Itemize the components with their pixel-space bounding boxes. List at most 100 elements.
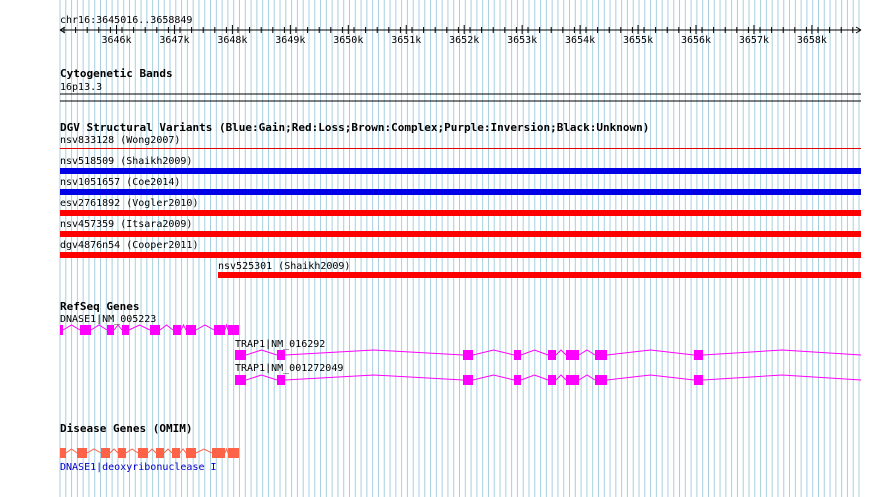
omim-exon [172,448,180,458]
dgv-variant-bar[interactable] [60,189,861,195]
dgv-variant-bar[interactable] [60,148,861,149]
trap1-nm001272049-intron [702,374,862,381]
omim-intron [125,448,139,454]
omim-exon [60,448,66,458]
omim-intron [179,448,187,454]
ruler-tick-label: 3652k [449,35,480,46]
dnase1-intron [113,324,123,331]
ruler-tick-label: 3653k [507,35,538,46]
dgv-variant-bar[interactable] [60,252,861,258]
dgv-variant-label[interactable]: nsv525301 (Shaikh2009) [218,261,351,272]
refseq-gene-label[interactable]: TRAP1|NM_016292 [235,339,326,350]
omim-intron [109,448,119,454]
ruler-tick-label: 3648k [217,35,248,46]
trap1-nm016292-intron [702,349,862,356]
refseq-gene-label[interactable]: DNASE1|NM_005223 [60,314,157,325]
trap1-nm016292-intron [578,349,596,356]
trap1-nm016292-exon [694,350,703,360]
trap1-nm001272049-exon [694,375,703,385]
trap1-nm001272049-intron [520,374,549,381]
omim-exon [186,448,196,458]
dnase1-exon [107,325,114,335]
trap1-nm016292-intron [606,349,695,356]
dgv-variant-label[interactable]: esv2761892 (Vogler2010) [60,198,199,209]
trap1-nm016292-exon [463,350,473,360]
dnase1-exon [122,325,129,335]
ruler-tick-label: 3656k [680,35,712,46]
trap1-nm001272049-intron [245,374,278,381]
trap1-nm016292-exon [566,350,579,360]
trap1-nm001272049-intron [555,374,567,381]
trap1-nm001272049-exon [548,375,556,385]
dnase1-intron [180,323,187,331]
dnase1-exon [228,325,239,335]
dgv-variant-label[interactable]: nsv457359 (Itsara2009) [60,219,193,230]
dgv-variant-label[interactable]: nsv833128 (Wong2007) [60,135,181,146]
ruler-range-label: chr16:3645016..3658849 [60,15,193,26]
omim-gene-label[interactable]: DNASE1|deoxyribonuclease I [60,462,217,473]
omim-intron [163,448,173,454]
dnase1-intron [90,324,108,331]
dgv-variant-label[interactable]: dgv4876n54 (Cooper2011) [60,240,199,251]
ruler-tick-label: 3658k [796,35,827,46]
trap1-nm001272049-intron [606,374,695,381]
dgv-track-title: DGV Structural Variants (Blue:Gain;Red:L… [60,121,650,134]
dgv-variant-bar[interactable] [60,210,861,216]
ruler-tick-label: 3657k [738,35,769,46]
trap1-nm001272049-intron [578,374,596,381]
trap1-nm016292-intron [245,349,278,356]
omim-intron [224,447,229,454]
ruler-tick-label: 3647k [159,35,190,46]
dnase1-exon [60,325,63,335]
dgv-variant-label[interactable]: nsv518509 (Shaikh2009) [60,156,193,167]
omim-intron [65,448,78,454]
ruler-tick-label: 3650k [333,35,364,46]
dnase1-exon [173,325,181,335]
trap1-nm016292-intron [555,349,567,356]
trap1-nm001272049-exon [595,375,607,385]
omim-exon [156,448,164,458]
omim-exon [212,448,225,458]
omim-track-title: Disease Genes (OMIM) [60,422,193,435]
trap1-nm016292-exon [514,350,521,360]
omim-exon [101,448,110,458]
refseq-track-title: RefSeq Genes [60,300,140,313]
dnase1-intron [195,324,215,331]
omim-intron [147,448,157,454]
omim-intron [86,448,102,454]
dnase1-exon [150,325,160,335]
trap1-nm016292-intron [284,349,464,356]
omim-exon [118,448,126,458]
refseq-gene-label[interactable]: TRAP1|NM_001272049 [235,363,344,374]
trap1-nm016292-intron [520,349,549,356]
dnase1-intron [159,324,174,331]
dnase1-intron [224,323,229,331]
dgv-variant-bar[interactable] [60,168,861,174]
dnase1-intron [62,324,81,331]
dnase1-exon [80,325,91,335]
trap1-nm001272049-exon [514,375,521,385]
trap1-nm016292-intron [472,349,515,356]
ruler-tick-label: 3655k [622,35,654,46]
dnase1-exon [186,325,196,335]
trap1-nm001272049-exon [463,375,473,385]
dgv-variant-bar[interactable] [60,231,861,237]
trap1-nm016292-exon [548,350,556,360]
omim-exon [77,448,87,458]
dgv-variant-label[interactable]: nsv1051657 (Coe2014) [60,177,181,188]
ruler-tick-label: 3651k [391,35,422,46]
cytoband-name[interactable]: 16p13.3 [60,82,103,93]
trap1-nm016292-exon [235,350,246,360]
trap1-nm001272049-exon [277,375,285,385]
ruler-arrow-icon [59,26,862,34]
dgv-variant-bar[interactable] [218,272,861,278]
trap1-nm001272049-exon [235,375,246,385]
ruler-tick-label: 3649k [275,35,306,46]
dnase1-intron [128,324,151,331]
trap1-nm001272049-exon [566,375,579,385]
trap1-nm016292-exon [277,350,285,360]
cytoband-track-title: Cytogenetic Bands [60,67,173,80]
